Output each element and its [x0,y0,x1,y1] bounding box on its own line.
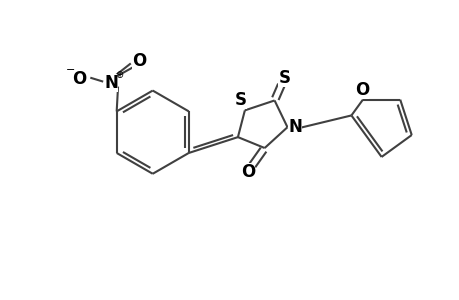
Text: ⊕: ⊕ [115,70,123,80]
Text: N: N [104,74,118,92]
Text: N: N [288,118,302,136]
Text: O: O [131,52,146,70]
Text: S: S [235,92,246,110]
Text: O: O [240,163,254,181]
Text: O: O [354,81,368,99]
Text: O: O [72,70,86,88]
Text: S: S [278,69,290,87]
Text: −: − [66,65,75,75]
